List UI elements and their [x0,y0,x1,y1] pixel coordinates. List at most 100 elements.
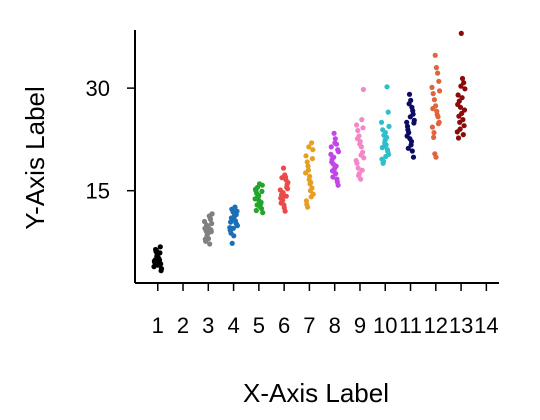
data-point [209,220,215,227]
data-point [458,83,464,89]
data-point [359,167,365,173]
data-point [153,247,159,253]
data-point [455,135,462,141]
data-point [437,88,443,94]
data-point [156,260,162,266]
x-tick-label: 2 [177,313,189,338]
data-point [431,130,437,136]
data-point [385,109,391,115]
data-point [151,264,157,270]
data-point [152,257,158,263]
data-point [335,149,342,155]
data-point [459,75,466,82]
data-point [330,174,336,180]
data-point [209,211,215,217]
data-point [406,101,412,107]
data-point [380,158,387,164]
data-point [278,200,284,206]
data-point [430,106,436,112]
data-point [280,165,287,171]
data-point [457,119,463,125]
data-point [429,84,435,90]
x-tick-label: 6 [278,313,290,338]
y-tick-label: 15 [86,179,110,204]
data-point [207,241,213,247]
data-point [429,124,435,130]
data-point [405,127,411,133]
data-point [408,138,415,145]
data-point [354,122,360,128]
data-point [381,143,387,149]
y-axis-title: Y-Axis Label [20,86,50,230]
data-point [260,210,266,216]
data-point [432,52,438,58]
data-point [256,181,263,187]
data-point [462,86,468,92]
data-point [208,227,214,233]
data-point [309,140,315,146]
data-point [203,222,210,228]
data-point [383,153,389,160]
series-12 [429,52,443,160]
x-tick-label: 11 [399,313,422,338]
data-points [151,30,468,274]
data-point [354,136,360,142]
data-point [434,112,440,118]
x-tick-label: 7 [303,313,315,338]
x-tick-label: 12 [424,313,448,338]
data-point [407,114,413,120]
series-8 [328,130,342,188]
data-point [431,97,437,103]
data-point [334,179,340,185]
data-point [259,188,265,194]
y-tick-label: 30 [86,76,110,101]
data-point [304,201,310,207]
data-point [460,132,466,138]
data-point [459,95,465,101]
x-tick-label: 3 [202,313,214,338]
data-point [304,159,310,165]
data-point [411,120,417,126]
data-point [404,133,410,139]
data-point [360,125,366,131]
data-point [234,208,240,214]
data-point [404,119,410,125]
data-point [231,233,237,239]
x-tick-label: 9 [354,313,366,338]
data-point [283,193,289,199]
data-point [207,215,213,221]
data-point [430,91,436,97]
data-point [285,179,291,186]
data-point [281,205,287,211]
data-point [356,173,362,179]
data-point [202,236,208,242]
data-point [431,134,437,140]
series-1 [151,244,165,274]
data-point [386,123,392,129]
data-point [409,148,415,154]
data-point [458,30,464,36]
data-point [229,240,235,246]
data-point [310,147,316,153]
data-point [254,202,260,208]
x-tick-label: 8 [329,313,341,338]
series-3 [201,211,215,247]
series-9 [353,86,367,182]
series-13 [454,30,468,141]
data-point [385,149,391,155]
x-tick-label: 4 [227,313,239,338]
data-point [332,136,338,142]
x-axis-title: X-Axis Label [243,378,389,408]
data-point [355,165,361,171]
series-4 [227,204,240,246]
data-point [307,181,313,187]
data-point [308,194,314,200]
data-point [280,190,286,196]
data-point [333,163,339,169]
data-point [329,159,335,165]
data-point [306,177,312,183]
data-point [436,78,442,84]
x-tick-label: 14 [474,313,498,338]
